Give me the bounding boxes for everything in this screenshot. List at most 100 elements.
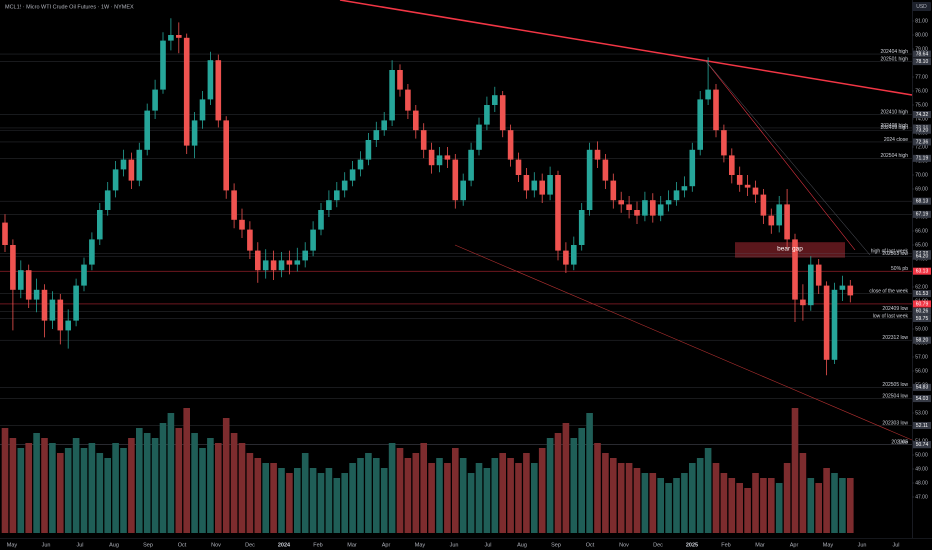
price-box-label: 68.13 — [916, 199, 929, 205]
candle-body — [713, 89, 719, 131]
volume-bar — [467, 473, 475, 533]
price-box — [913, 154, 931, 162]
level-name: high of last week — [871, 249, 909, 255]
price-box-label: 71.19 — [916, 156, 929, 162]
candle-body — [436, 155, 443, 166]
price-box-label: 58.20 — [916, 338, 929, 344]
currency-box[interactable] — [912, 2, 931, 11]
volume-bar — [586, 413, 593, 533]
price-box — [913, 126, 931, 134]
candle-body — [768, 215, 775, 226]
volume-bar — [120, 448, 127, 533]
candle-body — [800, 299, 806, 306]
volume-bar — [207, 438, 214, 533]
x-tick-label: 2024 — [278, 542, 291, 548]
chart-title: MCL1! · Micro WTI Crude Oil Futures · 1W… — [5, 4, 134, 10]
candle-body — [697, 99, 703, 150]
candle-body — [33, 289, 40, 300]
level-name: 202404 high — [880, 49, 908, 55]
level-name: Low — [899, 439, 909, 445]
trend-line — [704, 59, 871, 256]
candle-body — [231, 190, 237, 220]
volume-bar — [112, 443, 119, 533]
x-tick-label: Apr — [382, 542, 391, 548]
candle-body — [413, 110, 419, 131]
candle-body — [89, 239, 95, 265]
volume-bar — [562, 423, 570, 533]
x-tick-label: Sep — [143, 542, 153, 548]
volume-bar — [25, 443, 32, 533]
price-box — [913, 441, 931, 449]
volume-bar — [41, 438, 48, 533]
candle-body — [444, 155, 451, 160]
x-tick-label: Aug — [109, 542, 119, 548]
volume-bar — [791, 408, 799, 533]
candle-body — [515, 159, 522, 175]
volume-bar — [428, 463, 435, 533]
candle-body — [484, 105, 490, 125]
candle-body — [176, 35, 182, 38]
volume-bar — [396, 448, 404, 533]
volume-bar — [720, 473, 728, 533]
x-tick-label: Nov — [619, 542, 629, 548]
price-box — [913, 290, 931, 298]
volume-bar — [325, 468, 333, 533]
volume-bar — [436, 458, 443, 533]
y-tick-label: 79.00 — [915, 46, 928, 52]
level-name: 202305 — [891, 439, 908, 445]
level-name: 202504 low — [882, 393, 908, 399]
price-box — [913, 50, 931, 58]
volume-bar — [199, 448, 206, 533]
candle-body — [744, 184, 751, 188]
candle-body — [721, 130, 727, 156]
candle-body — [736, 175, 743, 185]
y-tick-label: 48.00 — [915, 480, 928, 486]
candle-body — [10, 245, 16, 290]
price-box-label: 63.13 — [916, 269, 929, 275]
candle-body — [365, 140, 372, 160]
gap-label: bear gap — [777, 246, 803, 253]
currency[interactable]: USD — [916, 4, 927, 10]
price-box-label: 72.36 — [916, 139, 929, 145]
volume-bar — [649, 473, 657, 533]
volume-bar — [625, 463, 633, 533]
candle-body — [310, 229, 316, 251]
volume-bar — [444, 463, 451, 533]
candle-body — [815, 264, 822, 286]
volume-bar — [815, 483, 822, 533]
x-tick-label: Aug — [517, 542, 527, 548]
y-tick-label: 50.00 — [915, 452, 928, 458]
volume-bar — [294, 468, 301, 533]
x-tick-label: Jul — [76, 542, 83, 548]
y-tick-label: 77.00 — [915, 74, 928, 80]
candle-body — [168, 35, 174, 41]
candle-body — [112, 169, 119, 191]
volume-bar — [9, 438, 17, 533]
candle-body — [262, 260, 269, 271]
candle-body — [373, 130, 380, 140]
y-tick-label: 80.00 — [915, 32, 928, 38]
candle-body — [452, 159, 459, 201]
volume-bar — [799, 453, 807, 533]
level-name: 202312 low — [882, 335, 908, 341]
volume-bar — [96, 453, 104, 533]
price-box-label: 78.64 — [916, 51, 929, 57]
volume-bar — [136, 428, 143, 533]
candle-body — [341, 180, 348, 191]
volume-bar — [554, 433, 562, 533]
volume-bar — [365, 453, 372, 533]
x-tick-label: May — [823, 542, 834, 548]
trend-line — [339, 0, 913, 96]
volume-bar — [483, 468, 491, 533]
candles-layer — [1, 18, 854, 533]
candle-body — [492, 95, 498, 105]
volume-bar — [270, 463, 277, 533]
candle-body — [183, 37, 190, 146]
candle-body — [499, 95, 506, 131]
candle-body — [792, 239, 798, 300]
level-name: 202505 low — [882, 382, 908, 388]
volume-bar — [175, 428, 183, 533]
volume-bar — [775, 483, 783, 533]
price-box — [913, 336, 931, 344]
candle-body — [302, 250, 308, 261]
